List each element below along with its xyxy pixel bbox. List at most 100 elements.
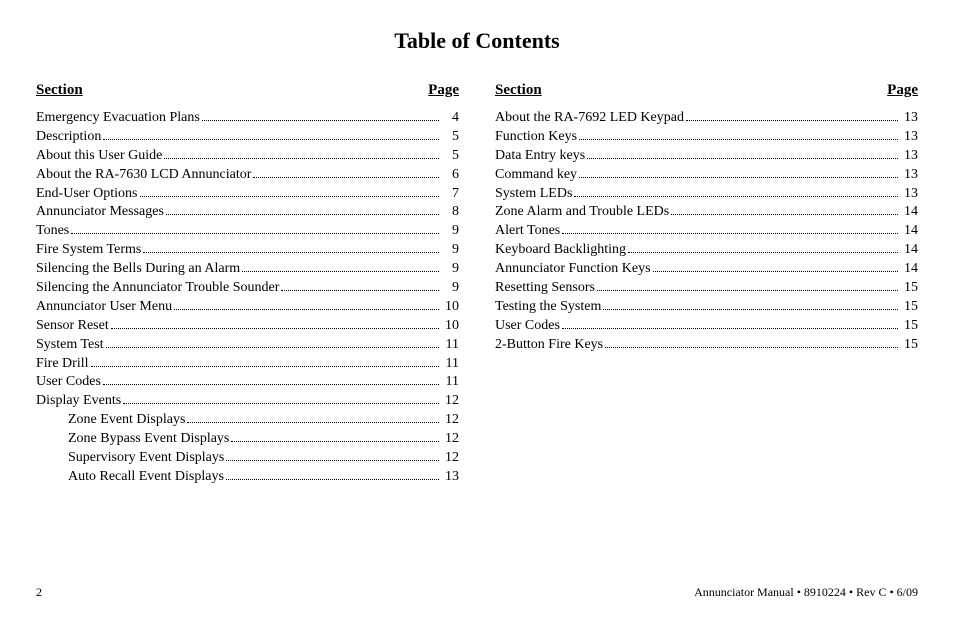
toc-page-number: 14	[900, 203, 918, 222]
toc-page-number: 11	[441, 373, 459, 392]
toc-row: Zone Alarm and Trouble LEDs 14	[495, 203, 918, 222]
toc-page-number: 13	[900, 128, 918, 147]
toc-row: End-User Options7	[36, 185, 459, 204]
toc-row: About the RA-7630 LCD Annunciator 6	[36, 166, 459, 185]
toc-page-number: 6	[441, 166, 459, 185]
toc-row: About this User Guide5	[36, 147, 459, 166]
toc-page-number: 14	[900, 260, 918, 279]
toc-row: Tones9	[36, 222, 459, 241]
column-header: Section Page	[495, 82, 918, 99]
toc-leader-dots	[202, 112, 439, 121]
toc-label: Function Keys	[495, 128, 577, 147]
toc-page-number: 10	[441, 317, 459, 336]
toc-row: Auto Recall Event Displays 13	[36, 468, 459, 487]
toc-column-left: Section Page Emergency Evacuation Plans 4…	[36, 82, 459, 487]
toc-columns: Section Page Emergency Evacuation Plans 4…	[36, 82, 918, 487]
toc-page-number: 15	[900, 317, 918, 336]
toc-page-number: 14	[900, 241, 918, 260]
toc-leader-dots	[187, 414, 439, 423]
toc-label: Annunciator Messages	[36, 203, 164, 222]
toc-leader-dots	[103, 131, 439, 140]
toc-row: Fire System Terms 9	[36, 241, 459, 260]
toc-column-right: Section Page About the RA-7692 LED Keypa…	[495, 82, 918, 487]
toc-row: Emergency Evacuation Plans 4	[36, 109, 459, 128]
toc-page-number: 9	[441, 241, 459, 260]
toc-row: Zone Bypass Event Displays12	[36, 430, 459, 449]
header-page: Page	[428, 82, 459, 99]
toc-row: Silencing the Bells During an Alarm9	[36, 260, 459, 279]
toc-row: Keyboard Backlighting14	[495, 241, 918, 260]
toc-page-number: 14	[900, 222, 918, 241]
toc-page-number: 9	[441, 279, 459, 298]
toc-label: System Test	[36, 336, 104, 355]
toc-row: Command key13	[495, 166, 918, 185]
toc-leader-dots	[143, 244, 439, 253]
toc-row: Alert Tones 14	[495, 222, 918, 241]
toc-leader-dots	[123, 395, 439, 404]
toc-label: About this User Guide	[36, 147, 162, 166]
toc-label: Command key	[495, 166, 577, 185]
toc-label: Alert Tones	[495, 222, 560, 241]
toc-label: Emergency Evacuation Plans	[36, 109, 200, 128]
toc-label: End-User Options	[36, 185, 138, 204]
toc-row: Data Entry keys 13	[495, 147, 918, 166]
toc-leader-dots	[111, 319, 439, 328]
toc-label: Annunciator Function Keys	[495, 260, 651, 279]
header-section: Section	[495, 82, 542, 99]
toc-row: Testing the System 15	[495, 298, 918, 317]
header-section: Section	[36, 82, 83, 99]
toc-row: Function Keys 13	[495, 128, 918, 147]
toc-page-number: 12	[441, 449, 459, 468]
footer-doc-info: Annunciator Manual • 8910224 • Rev C • 6…	[694, 585, 918, 600]
toc-label: Resetting Sensors	[495, 279, 595, 298]
toc-label: Auto Recall Event Displays	[36, 468, 224, 487]
toc-page-number: 9	[441, 260, 459, 279]
toc-page-number: 15	[900, 279, 918, 298]
toc-page-number: 11	[441, 355, 459, 374]
toc-row: Zone Event Displays12	[36, 411, 459, 430]
page-footer: 2 Annunciator Manual • 8910224 • Rev C •…	[36, 585, 918, 600]
toc-row: User Codes 15	[495, 317, 918, 336]
toc-leader-dots	[71, 225, 439, 234]
toc-row: System LEDs13	[495, 185, 918, 204]
toc-row: System Test 11	[36, 336, 459, 355]
toc-leader-dots	[562, 319, 898, 328]
toc-leader-dots	[281, 282, 439, 291]
toc-leader-dots	[226, 452, 439, 461]
toc-leader-dots	[579, 168, 898, 177]
toc-page-number: 4	[441, 109, 459, 128]
toc-page-number: 15	[900, 298, 918, 317]
toc-label: Fire System Terms	[36, 241, 141, 260]
toc-label: Silencing the Annunciator Trouble Sounde…	[36, 279, 279, 298]
toc-leader-dots	[653, 263, 898, 272]
toc-label: Display Events	[36, 392, 121, 411]
toc-leader-dots	[174, 301, 439, 310]
toc-leader-dots	[106, 338, 439, 347]
toc-leader-dots	[562, 225, 898, 234]
toc-label: Annunciator User Menu	[36, 298, 172, 317]
toc-page-number: 12	[441, 430, 459, 449]
toc-leader-dots	[671, 206, 898, 215]
toc-leader-dots	[91, 357, 440, 366]
toc-page-number: 13	[900, 147, 918, 166]
toc-leader-dots	[605, 338, 898, 347]
toc-leader-dots	[140, 187, 440, 196]
toc-row: Fire Drill11	[36, 355, 459, 374]
toc-label: About the RA-7630 LCD Annunciator	[36, 166, 251, 185]
toc-leader-dots	[597, 282, 898, 291]
toc-row: Annunciator User Menu10	[36, 298, 459, 317]
toc-label: User Codes	[495, 317, 560, 336]
toc-leader-dots	[164, 149, 439, 158]
toc-leader-dots	[242, 263, 439, 272]
toc-row: User Codes11	[36, 373, 459, 392]
toc-label: Data Entry keys	[495, 147, 585, 166]
toc-label: Description	[36, 128, 101, 147]
toc-page-number: 13	[441, 468, 459, 487]
header-page: Page	[887, 82, 918, 99]
toc-leader-dots	[628, 244, 898, 253]
toc-label: Testing the System	[495, 298, 601, 317]
toc-label: Zone Alarm and Trouble LEDs	[495, 203, 669, 222]
toc-label: System LEDs	[495, 185, 572, 204]
toc-label: Supervisory Event Displays	[36, 449, 224, 468]
toc-page-number: 11	[441, 336, 459, 355]
